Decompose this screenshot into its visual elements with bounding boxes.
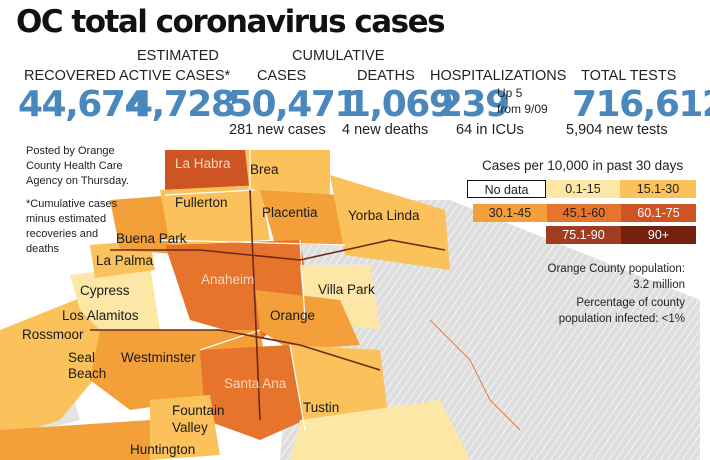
legend-bin-0-15: 0.1-15 [546,180,620,198]
place-label-cypress: Cypress [80,283,130,298]
tests-label: TOTAL TESTS [581,68,677,84]
region-tustin [290,345,390,430]
place-label-la-habra: La Habra [175,156,231,171]
place-label-los-alamitos: Los Alamitos [62,308,139,323]
legend-bin-30-45: 30.1-45 [473,204,547,222]
active-label-line1: ESTIMATED [137,48,219,64]
deaths-sub: 4 new deaths [342,122,429,138]
cumulative-header: CUMULATIVE [292,48,385,64]
active-value: 4,728 [128,84,236,125]
place-label-orange: Orange [270,308,316,323]
legend-bin-60-75: 60.1-75 [621,204,696,222]
trail-line [429,319,521,431]
place-label-fullerton: Fullerton [175,195,228,210]
place-label-valley: Valley [172,420,208,435]
recovered-value: 44,674 [18,84,149,125]
recovered-label: RECOVERED [24,68,116,84]
region-west-yellow [0,290,110,440]
place-label-huntington: Huntington [130,442,196,457]
region-south [0,420,150,460]
region-cypress [70,265,160,330]
infected-info: Percentage of county population infected… [558,297,685,325]
place-label-yorba-linda: Yorba Linda [348,208,420,223]
place-label-villa-park: Villa Park [318,282,375,297]
place-label-anaheim: Anaheim [201,272,255,287]
legend-bin-75-90: 75.1-90 [546,226,621,244]
active-label-line2: ACTIVE CASES* [119,68,231,84]
page-title: OC total coronavirus cases [16,4,446,40]
region-fullerton [160,185,270,245]
region-placentia [260,190,345,245]
place-label-beach: Beach [68,366,107,381]
place-label-westminster: Westminster [121,350,196,365]
place-label-placentia: Placentia [262,205,318,220]
legend-bin-no-data: No data [467,180,546,198]
legend-bin-15-30: 15.1-30 [620,180,696,198]
place-label-fountain: Fountain [172,403,225,418]
deaths-value: 1,069 [346,84,454,125]
region-fountain-valley [150,395,220,460]
place-label-brea: Brea [250,162,279,177]
legend-bin-90-plus: 90+ [621,226,696,244]
place-label-la-palma: La Palma [96,253,154,268]
tests-value: 716,612 [572,84,710,125]
hospitalizations-sub: 64 in ICUs [456,122,524,138]
hospitalizations-value: 239 [438,84,510,125]
place-label-rossmoor: Rossmoor [22,327,84,342]
posted-note: Posted by Orange County Health Care Agen… [26,145,129,187]
place-label-santa-ana: Santa Ana [224,376,287,391]
freeway-line [90,329,381,371]
cases-sub: 281 new cases [229,122,326,138]
legend-bin-45-60: 45.1-60 [547,204,621,222]
population-info: Orange County population: 3.2 million [547,263,685,291]
cases-value: 50,471 [228,84,359,125]
region-santa-ana [200,345,305,440]
hospitalizations-note-line1: Up 5 [497,86,523,100]
region-brea [245,150,330,200]
legend-title: Cases per 10,000 in past 30 days [482,158,684,173]
footnote: *Cumulative cases minus estimated recove… [26,198,118,255]
place-label-seal: Seal [68,350,96,365]
tests-sub: 5,904 new tests [566,122,668,138]
region-southeast [290,400,470,460]
region-la-habra [165,150,255,195]
deaths-label: DEATHS [357,68,415,84]
freeway-line [249,189,261,421]
place-label-buena-park: Buena Park [116,231,187,246]
hospitalizations-note-line2: from 9/09 [497,102,548,116]
region-orange [255,290,360,350]
place-label-tustin: Tustin [303,400,340,415]
cases-label: CASES [257,68,307,84]
hospitalizations-label: HOSPITALIZATIONS [430,68,567,84]
freeway-line [110,239,446,261]
